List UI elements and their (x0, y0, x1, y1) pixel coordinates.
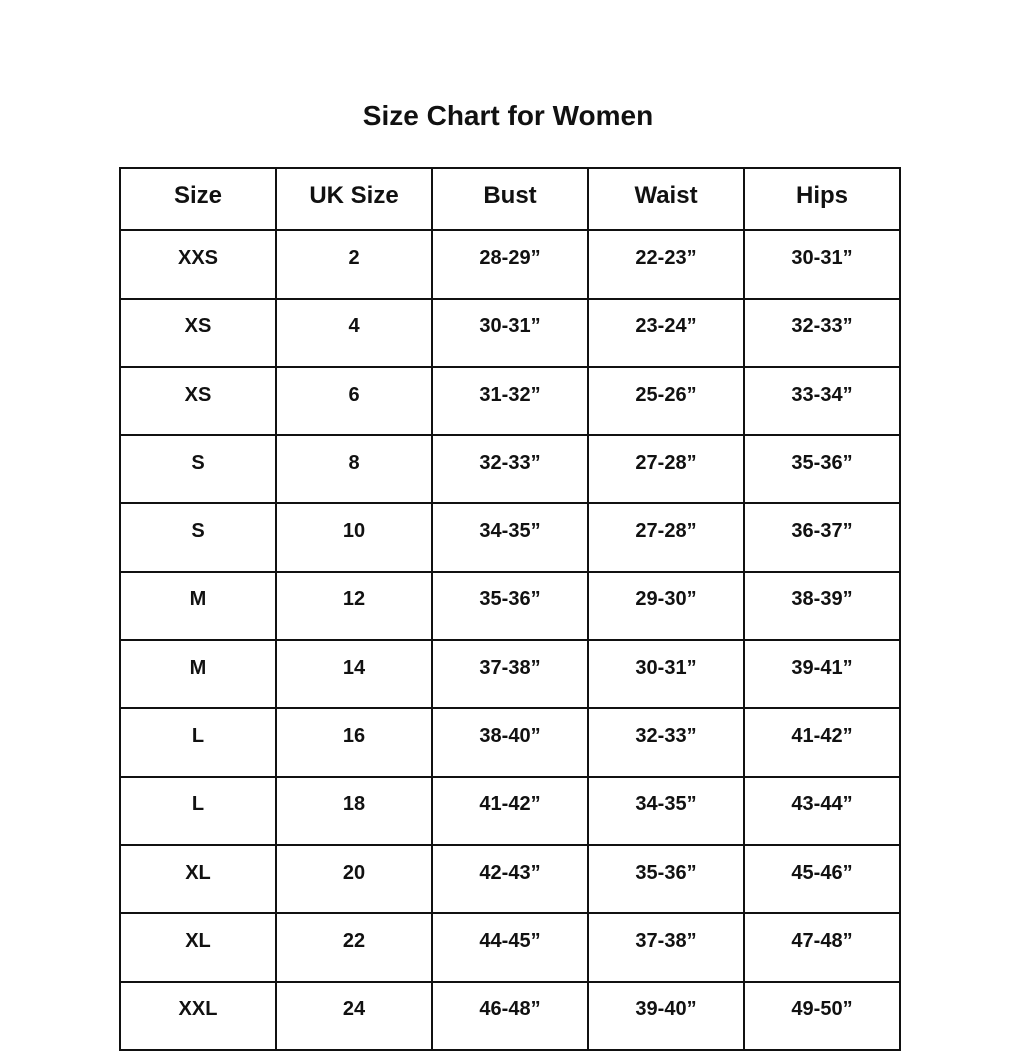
table-cell: S (119, 434, 277, 505)
page-title: Size Chart for Women (362, 100, 654, 131)
table-row: XL 20 42-43” 35-36” 45-46” (119, 843, 901, 915)
table-row: XXS 2 28-29” 22-23” 30-31” (119, 229, 901, 300)
table-cell: 34-35” (587, 775, 745, 846)
table-cell: 2 (275, 229, 433, 300)
table-row: XL 22 44-45” 37-38” 47-48” (119, 912, 901, 983)
table-cell: XS (119, 297, 277, 368)
table-cell: 35-36” (743, 434, 901, 505)
table-row: S 8 32-33” 27-28” 35-36” (119, 434, 901, 505)
table-cell: 42-43” (431, 843, 589, 915)
table-cell: 41-42” (743, 707, 901, 778)
table-cell: 46-48” (431, 980, 589, 1051)
table-cell: 12 (275, 570, 433, 642)
table-cell: 35-36” (431, 570, 589, 642)
table-row: M 12 35-36” 29-30” 38-39” (119, 570, 901, 642)
table-cell: 38-40” (431, 707, 589, 778)
table-row: L 18 41-42” 34-35” 43-44” (119, 775, 901, 846)
table-cell: M (119, 570, 277, 642)
table-cell: 43-44” (743, 775, 901, 846)
table-cell: 41-42” (431, 775, 589, 846)
table-cell: 23-24” (587, 297, 745, 368)
table-cell: XXL (119, 980, 277, 1051)
table-cell: XL (119, 843, 277, 915)
table-cell: 30-31” (431, 297, 589, 368)
table-row: XS 6 31-32” 25-26” 33-34” (119, 365, 901, 437)
table-row: S 10 34-35” 27-28” 36-37” (119, 502, 901, 573)
table-cell: 14 (275, 639, 433, 710)
table-cell: XL (119, 912, 277, 983)
table-cell: 32-33” (587, 707, 745, 778)
table-cell: 6 (275, 365, 433, 437)
table-cell: 29-30” (587, 570, 745, 642)
table-cell: 36-37” (743, 502, 901, 573)
table-cell: 49-50” (743, 980, 901, 1051)
table-cell: 18 (275, 775, 433, 846)
table-cell: 8 (275, 434, 433, 505)
table-cell: 37-38” (587, 912, 745, 983)
table-cell: 32-33” (743, 297, 901, 368)
table-cell: 22-23” (587, 229, 745, 300)
table-cell: 44-45” (431, 912, 589, 983)
table-cell: 22 (275, 912, 433, 983)
table-cell: S (119, 502, 277, 573)
table-cell: 27-28” (587, 502, 745, 573)
table-row: M 14 37-38” 30-31” 39-41” (119, 639, 901, 710)
column-header: Bust (431, 166, 589, 232)
table-cell: 27-28” (587, 434, 745, 505)
table-cell: 47-48” (743, 912, 901, 983)
table-cell: 32-33” (431, 434, 589, 505)
table-cell: 34-35” (431, 502, 589, 573)
table-cell: 24 (275, 980, 433, 1051)
size-chart-table: Size UK Size Bust Waist Hips XXS 2 28-29” 22-23… (119, 166, 901, 1051)
column-header: Hips (743, 166, 901, 232)
table-cell: XS (119, 365, 277, 437)
table-row: XXL 24 46-48” 39-40” 49-50” (119, 980, 901, 1051)
table-cell: 37-38” (431, 639, 589, 710)
table-cell: 38-39” (743, 570, 901, 642)
table-cell: 31-32” (431, 365, 589, 437)
table-cell: 35-36” (587, 843, 745, 915)
table-cell: M (119, 639, 277, 710)
table-cell: 16 (275, 707, 433, 778)
table-cell: 30-31” (743, 229, 901, 300)
table-cell: 10 (275, 502, 433, 573)
table-cell: 4 (275, 297, 433, 368)
table-cell: L (119, 775, 277, 846)
column-header: UK Size (275, 166, 433, 232)
header-row: Size UK Size Bust Waist Hips (119, 166, 901, 232)
table-cell: 39-40” (587, 980, 745, 1051)
table-cell: 20 (275, 843, 433, 915)
table-cell: 25-26” (587, 365, 745, 437)
table-cell: L (119, 707, 277, 778)
column-header: Size (119, 166, 277, 232)
table-cell: XXS (119, 229, 277, 300)
table-cell: 28-29” (431, 229, 589, 300)
table-cell: 30-31” (587, 639, 745, 710)
table-row: L 16 38-40” 32-33” 41-42” (119, 707, 901, 778)
table-cell: 45-46” (743, 843, 901, 915)
table-cell: 33-34” (743, 365, 901, 437)
table-cell: 39-41” (743, 639, 901, 710)
table-row: XS 4 30-31” 23-24” 32-33” (119, 297, 901, 368)
column-header: Waist (587, 166, 745, 232)
